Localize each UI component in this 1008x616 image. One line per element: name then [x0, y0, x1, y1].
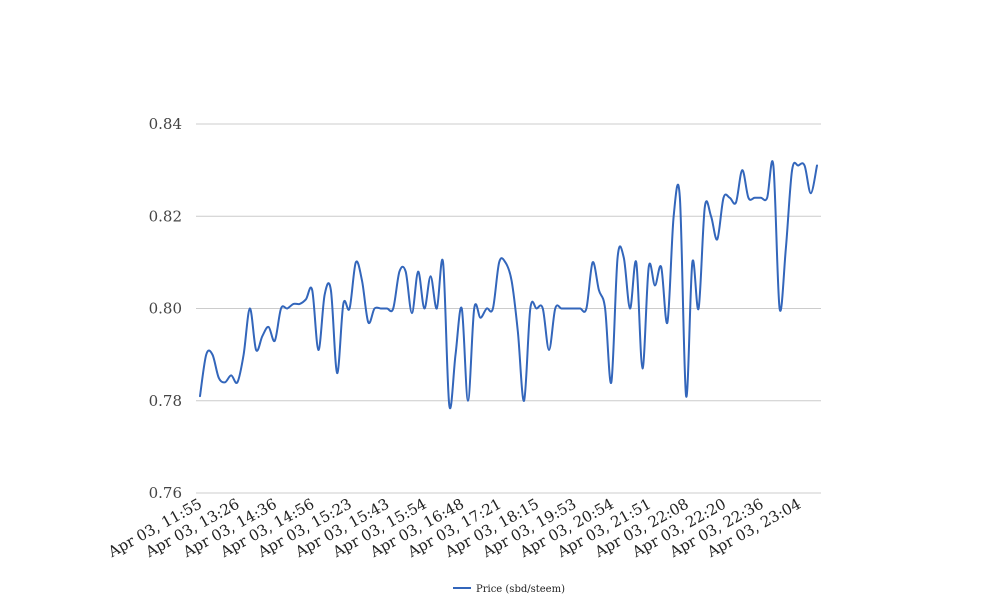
y-tick-label: 0.84	[149, 115, 182, 133]
gridlines	[196, 123, 821, 494]
series-layer	[199, 160, 818, 410]
y-axis-tick-labels: 0.76 0.78 0.80 0.82 0.84	[149, 115, 182, 502]
y-tick-label: 0.80	[149, 300, 182, 318]
series-line-price	[199, 160, 818, 410]
y-tick-label: 0.76	[149, 484, 182, 502]
legend-label: Price (sbd/steem)	[476, 584, 565, 595]
y-tick-label: 0.78	[149, 392, 182, 410]
legend[interactable]: Price (sbd/steem)	[453, 584, 565, 595]
y-tick-label: 0.82	[149, 207, 182, 225]
